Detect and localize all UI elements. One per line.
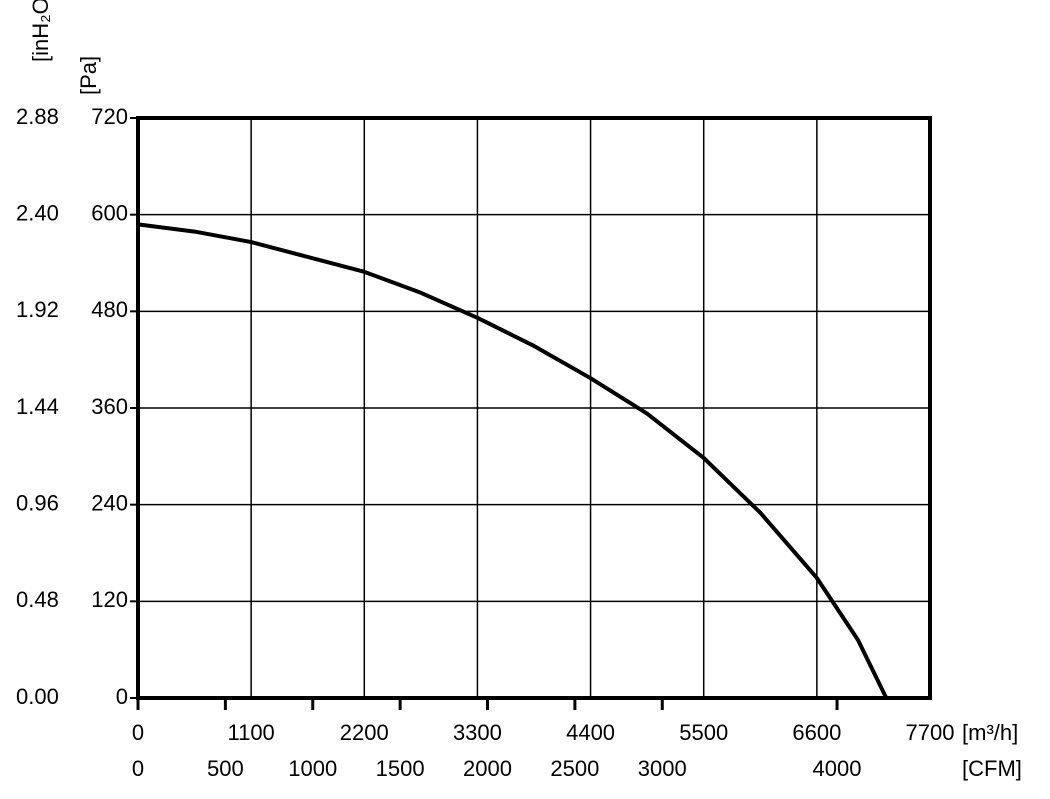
y-tick-label: 120 xyxy=(91,587,128,612)
x-tick-label: 2200 xyxy=(340,720,389,745)
y2-tick-label: 1.92 xyxy=(16,297,59,322)
y-tick-label: 600 xyxy=(91,200,128,225)
y2-tick-label: 0.96 xyxy=(16,490,59,515)
x2-tick-label: 1000 xyxy=(288,756,337,781)
x-tick-label: 4400 xyxy=(566,720,615,745)
x-tick-label: 7700 xyxy=(906,720,955,745)
x-tick-label: 1100 xyxy=(227,720,274,745)
y2-tick-label: 2.40 xyxy=(16,200,59,225)
x2-tick-label: 4000 xyxy=(813,756,862,781)
curve xyxy=(137,222,889,699)
x-axis-label: [m³/h] xyxy=(962,720,1018,745)
y-axis-label: [Pa] xyxy=(76,56,101,95)
x2-tick-label: 3000 xyxy=(638,756,687,781)
y-tick-label: 360 xyxy=(91,394,128,419)
y-tick-label: 0 xyxy=(116,684,128,709)
y-tick-label: 720 xyxy=(91,104,128,129)
x2-tick-label: 500 xyxy=(207,756,244,781)
x2-axis-label: [CFM] xyxy=(962,756,1022,781)
y2-tick-label: 1.44 xyxy=(16,394,59,419)
x-tick-label: 3300 xyxy=(453,720,502,745)
x-tick-label: 5500 xyxy=(679,720,728,745)
x2-tick-label: 0 xyxy=(132,756,144,781)
y-tick-label: 480 xyxy=(91,297,128,322)
y2-axis-label: [inH₂O] xyxy=(28,0,53,62)
x2-tick-label: 1500 xyxy=(376,756,425,781)
x-tick-label: 6600 xyxy=(792,720,841,745)
x2-tick-label: 2000 xyxy=(463,756,512,781)
y2-tick-label: 0.00 xyxy=(16,684,59,709)
x-tick-label: 0 xyxy=(132,720,144,745)
y2-tick-label: 2.88 xyxy=(16,104,59,129)
y-tick-label: 240 xyxy=(91,490,128,515)
x2-tick-label: 2500 xyxy=(550,756,599,781)
y2-tick-label: 0.48 xyxy=(16,587,59,612)
plot-frame xyxy=(136,116,932,700)
